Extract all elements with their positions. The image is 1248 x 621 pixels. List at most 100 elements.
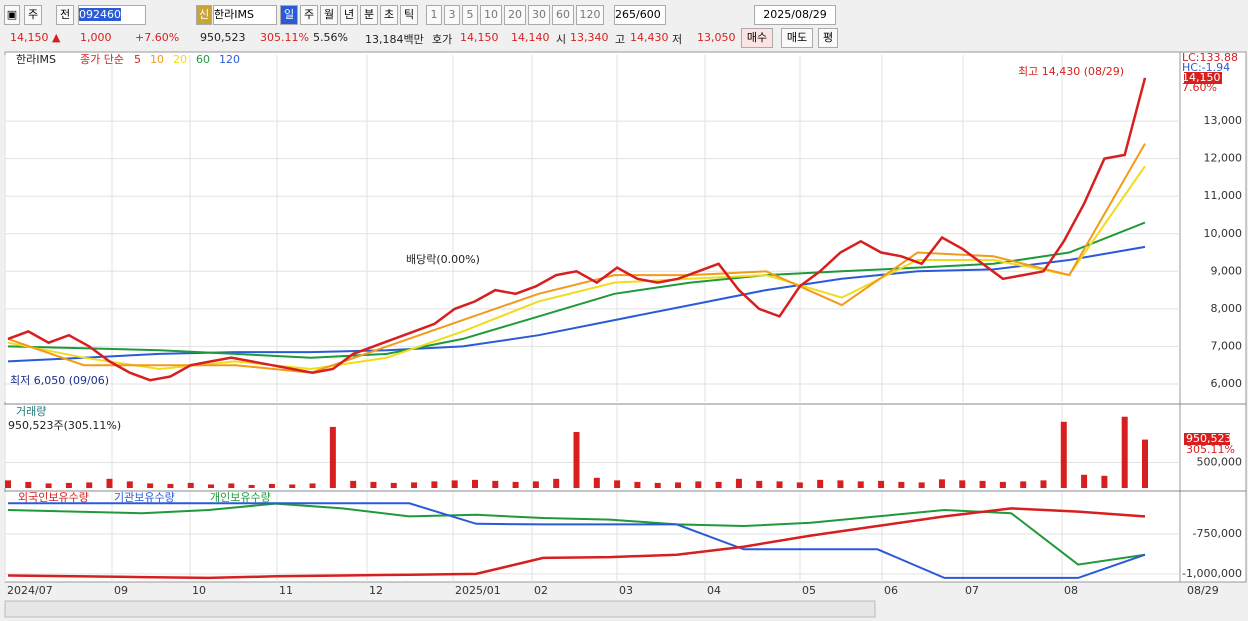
volume-bar bbox=[979, 480, 986, 488]
total: /600 bbox=[636, 8, 661, 21]
trade-button[interactable]: 평 bbox=[818, 28, 838, 48]
volume-bar bbox=[857, 481, 864, 488]
volume-bar bbox=[1040, 480, 1047, 488]
info-cell: 저 bbox=[672, 33, 683, 46]
volume-bar bbox=[654, 482, 661, 488]
volume-bar bbox=[634, 481, 641, 488]
y-tick-label: 6,000 bbox=[1211, 377, 1243, 390]
date-field[interactable]: 2025/08/29 bbox=[754, 5, 836, 25]
volume-bar bbox=[329, 426, 336, 488]
y-tick-label: 8,000 bbox=[1211, 302, 1243, 315]
series-line bbox=[7, 77, 1147, 382]
x-tick-label: 2024/07 bbox=[7, 584, 53, 597]
volume-bar bbox=[451, 480, 458, 488]
side-label: 14,150 bbox=[1182, 71, 1221, 84]
count-button[interactable]: 30 bbox=[528, 5, 550, 25]
menu-icon[interactable]: ▣ bbox=[4, 5, 20, 25]
volume-bar bbox=[1142, 439, 1148, 488]
period-button[interactable]: 주 bbox=[300, 5, 318, 25]
legend-entry: 기관보유수량 bbox=[114, 491, 175, 504]
volume-bar bbox=[208, 484, 215, 488]
legend-entry: 외국인보유수량 bbox=[18, 491, 89, 504]
volume-bar bbox=[776, 481, 783, 488]
volume-bar bbox=[167, 483, 174, 488]
plot-bg bbox=[4, 51, 1181, 583]
volume-bar bbox=[756, 480, 763, 488]
volume-bar bbox=[614, 480, 621, 488]
scrollbar bbox=[4, 600, 876, 618]
volume-bar bbox=[837, 480, 844, 488]
chart-area: 2024/07 09 10 11 12 2025/01 02 03 04 05 06 07 08 08/2… bbox=[4, 51, 1247, 618]
count-field[interactable]: 265/600 bbox=[614, 5, 666, 25]
info-cell: 고 bbox=[615, 33, 626, 46]
period-button[interactable]: 분 bbox=[360, 5, 378, 25]
x-tick-label: 02 bbox=[534, 584, 548, 597]
period-button[interactable]: 월 bbox=[320, 5, 338, 25]
volume-bar bbox=[593, 477, 600, 488]
volume-bar bbox=[959, 480, 966, 488]
volume-bar bbox=[411, 482, 418, 488]
volume-bar bbox=[106, 478, 113, 488]
volume-bar bbox=[1081, 474, 1088, 488]
y-tick-label: 500,000 bbox=[1197, 456, 1243, 469]
volume-bar bbox=[999, 481, 1006, 488]
info-cell: 14,140 bbox=[511, 31, 550, 44]
legend-entry: 5 bbox=[134, 53, 141, 66]
x-tick-label: 04 bbox=[707, 584, 721, 597]
volume-bar bbox=[918, 482, 925, 488]
count-button[interactable]: 10 bbox=[480, 5, 502, 25]
info-cell: 시 bbox=[556, 33, 567, 46]
legend-entry: 120 bbox=[219, 53, 240, 66]
y-tick-label: -1,000,000 bbox=[1182, 567, 1242, 580]
volume-bar bbox=[1020, 481, 1027, 488]
volume-bar bbox=[715, 481, 722, 488]
count-button[interactable]: 60 bbox=[552, 5, 574, 25]
trade-button[interactable]: 매도 bbox=[781, 28, 813, 48]
trade-button[interactable]: 매수 bbox=[741, 28, 773, 48]
volume-bar bbox=[1101, 475, 1108, 488]
info-cell: 14,150 bbox=[460, 31, 499, 44]
name-field[interactable]: 한라IMS bbox=[213, 5, 277, 25]
count-button[interactable]: 5 bbox=[462, 5, 478, 25]
info-cell: 14,430 bbox=[630, 31, 669, 44]
period-button[interactable]: 초 bbox=[380, 5, 398, 25]
chart-subtitle: 종가 단순 bbox=[80, 53, 124, 66]
panel-title: 거래량 bbox=[16, 405, 46, 418]
volume-bar bbox=[695, 481, 702, 488]
info-cell: 305.11% bbox=[260, 31, 309, 44]
volume-bar bbox=[228, 483, 235, 488]
code-input[interactable]: 092460 bbox=[78, 5, 146, 25]
period-button[interactable]: 틱 bbox=[400, 5, 418, 25]
volume-bar bbox=[45, 483, 52, 488]
count-button[interactable]: 3 bbox=[444, 5, 460, 25]
annotation-high: 최고 14,430 (08/29) bbox=[1018, 65, 1124, 78]
panel-subtitle: 950,523주(305.11%) bbox=[8, 419, 121, 432]
volume-bar bbox=[573, 431, 580, 488]
count-button[interactable]: 1 bbox=[426, 5, 442, 25]
count-button[interactable]: 20 bbox=[504, 5, 526, 25]
info-cell: 호가 bbox=[432, 33, 453, 46]
x-tick-label: 05 bbox=[802, 584, 816, 597]
y-tick-label: 9,000 bbox=[1211, 264, 1243, 277]
volume-bar bbox=[268, 483, 275, 488]
legend-entry: 60 bbox=[196, 53, 210, 66]
volume-bar bbox=[796, 482, 803, 488]
period-button[interactable]: 년 bbox=[340, 5, 358, 25]
volume-bar bbox=[187, 482, 194, 488]
side-label: 950,523 bbox=[1186, 432, 1232, 445]
volume-bar bbox=[370, 481, 377, 488]
volume-bar bbox=[817, 479, 824, 488]
volume-bar bbox=[25, 481, 32, 488]
volume-badge bbox=[1184, 433, 1230, 445]
info-cell: 14,150 ▲ bbox=[10, 31, 61, 44]
count: 265 bbox=[615, 8, 636, 21]
side-label: HC:-1.94 bbox=[1182, 61, 1230, 74]
volume-bar bbox=[350, 480, 357, 488]
count-button[interactable]: 120 bbox=[576, 5, 604, 25]
view-select[interactable]: 주 bbox=[24, 5, 42, 25]
annotation-dividend: 배당락(0.00%) bbox=[406, 253, 480, 266]
prev-button[interactable]: 전 bbox=[56, 5, 74, 25]
volume-bar bbox=[1121, 416, 1128, 488]
period-button[interactable]: 일 bbox=[280, 5, 298, 25]
